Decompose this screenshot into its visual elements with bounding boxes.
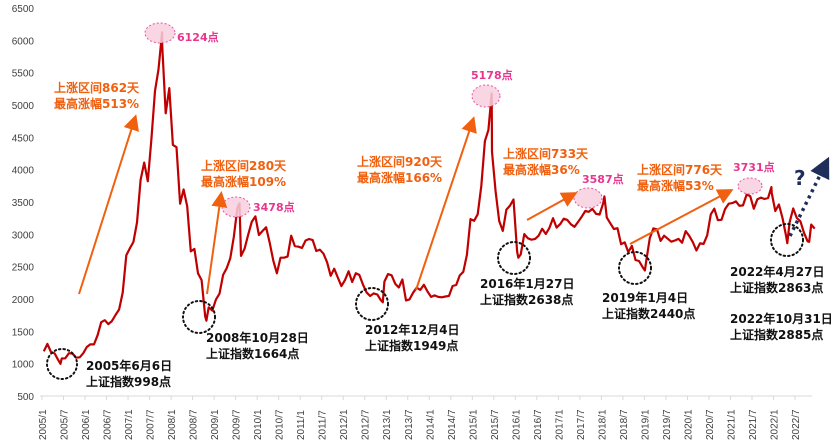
rally-arrow bbox=[206, 191, 228, 295]
x-tick-label: 2008/7 bbox=[189, 409, 200, 440]
x-tick-label: 2022/7 bbox=[791, 409, 802, 440]
x-tick-label: 2016/7 bbox=[533, 409, 544, 440]
x-tick-label: 2019/7 bbox=[662, 409, 673, 440]
x-tick-label: 2011/1 bbox=[296, 410, 307, 440]
y-tick-label: 1000 bbox=[12, 360, 35, 371]
x-tick-label: 2021/1 bbox=[726, 409, 737, 440]
x-tick-label: 2014/7 bbox=[447, 409, 458, 440]
peak-marker bbox=[573, 187, 603, 209]
peak-label: 6124点 bbox=[177, 31, 219, 44]
y-tick-label: 2000 bbox=[12, 295, 35, 306]
x-tick-label: 2008/1 bbox=[167, 409, 178, 440]
bottom-marker bbox=[770, 223, 804, 257]
rally-label: 上涨区间862天 最高涨幅513% bbox=[54, 81, 140, 111]
x-tick-label: 2013/7 bbox=[404, 409, 415, 440]
x-tick-label: 2016/1 bbox=[511, 409, 522, 440]
x-tick-label: 2019/1 bbox=[640, 409, 651, 440]
y-tick-label: 6500 bbox=[12, 4, 35, 15]
question-mark: ? bbox=[794, 166, 806, 190]
bottom-label: 2008年10月28日 上证指数1664点 bbox=[206, 331, 309, 361]
y-tick-label: 4000 bbox=[12, 166, 35, 177]
x-tick-label: 2009/1 bbox=[210, 409, 221, 440]
x-tick-label: 2006/1 bbox=[81, 409, 92, 440]
peak-label: 3478点 bbox=[253, 201, 295, 214]
x-tick-label: 2012/1 bbox=[339, 409, 350, 440]
y-tick-label: 3500 bbox=[12, 198, 35, 209]
rally-arrow bbox=[629, 189, 734, 245]
x-tick-label: 2015/1 bbox=[468, 409, 479, 440]
peak-marker bbox=[471, 84, 501, 108]
rally-label: 上涨区间920天 最高涨幅166% bbox=[357, 155, 443, 185]
peak-marker bbox=[737, 177, 763, 195]
x-tick-label: 2011/7 bbox=[318, 410, 329, 440]
bottom-marker bbox=[182, 300, 216, 334]
bottom-label: 2016年1月27日 上证指数2638点 bbox=[480, 277, 575, 307]
peak-marker bbox=[221, 196, 251, 218]
axes: 500 1000 1500 2000 2500 3000 3500 4000 4500 5000 5… bbox=[12, 4, 812, 440]
bottom-marker bbox=[355, 287, 389, 321]
y-tick-label: 4500 bbox=[12, 133, 35, 144]
y-tick-label: 2500 bbox=[12, 263, 35, 274]
peak-label: 5178点 bbox=[471, 69, 513, 82]
x-tick-label: 2017/1 bbox=[554, 409, 565, 440]
y-tick-label: 3000 bbox=[12, 230, 35, 241]
x-tick-label: 2018/7 bbox=[619, 409, 630, 440]
rally-label: 上涨区间776天 最高涨幅53% bbox=[637, 163, 723, 193]
index-line bbox=[42, 31, 816, 365]
y-tick-label: 5000 bbox=[12, 101, 35, 112]
rally-arrow bbox=[415, 116, 477, 291]
y-tick-label: 6000 bbox=[12, 36, 35, 47]
x-tick-label: 2006/7 bbox=[103, 409, 114, 440]
peak-label: 3731点 bbox=[733, 161, 775, 174]
x-tick-label: 2021/7 bbox=[748, 409, 759, 440]
y-tick-label: 1500 bbox=[12, 327, 35, 338]
bottom-label: 2005年6月6日 上证指数998点 bbox=[86, 359, 173, 389]
x-tick-label: 2007/7 bbox=[146, 409, 157, 440]
x-tick-label: 2007/1 bbox=[124, 409, 135, 440]
rally-arrow bbox=[78, 114, 139, 295]
x-tick-label: 2015/7 bbox=[490, 409, 501, 440]
bottom-label: 2022年4月27日 上证指数2863点 bbox=[730, 265, 825, 295]
bottom-marker bbox=[46, 348, 78, 380]
x-tick-label: 2010/7 bbox=[275, 409, 286, 440]
x-tick-label: 2012/7 bbox=[361, 409, 372, 440]
bottom-marker bbox=[497, 241, 531, 275]
x-tick-label: 2020/1 bbox=[683, 409, 694, 440]
x-tick-label: 2009/7 bbox=[232, 409, 243, 440]
x-tick-label: 2018/1 bbox=[597, 409, 608, 440]
peak-marker bbox=[144, 22, 176, 44]
x-tick-label: 2017/7 bbox=[576, 409, 587, 440]
peak-label: 3587点 bbox=[582, 173, 624, 186]
rally-label: 上涨区间280天 最高涨幅109% bbox=[201, 159, 287, 189]
x-tick-label: 2013/1 bbox=[382, 409, 393, 440]
rally-arrow bbox=[526, 192, 578, 221]
x-tick-label: 2005/1 bbox=[38, 409, 49, 440]
bottom-label: 2012年12月4日 上证指数1949点 bbox=[365, 323, 460, 353]
y-tick-label: 500 bbox=[17, 392, 34, 403]
bottom-marker bbox=[618, 251, 652, 285]
x-tick-label: 2010/1 bbox=[253, 409, 264, 440]
x-tick-label: 2014/1 bbox=[425, 409, 436, 440]
bottom-label: 2019年1月4日 上证指数2440点 bbox=[602, 291, 696, 321]
x-tick-label: 2005/7 bbox=[60, 409, 71, 440]
bottom-label: 2022年10月31日 上证指数2885点 bbox=[730, 312, 833, 342]
rally-label: 上涨区间733天 最高涨幅36% bbox=[503, 147, 589, 177]
x-tick-label: 2020/7 bbox=[705, 409, 716, 440]
x-tick-label: 2022/1 bbox=[770, 409, 781, 440]
y-tick-label: 5500 bbox=[12, 69, 35, 80]
